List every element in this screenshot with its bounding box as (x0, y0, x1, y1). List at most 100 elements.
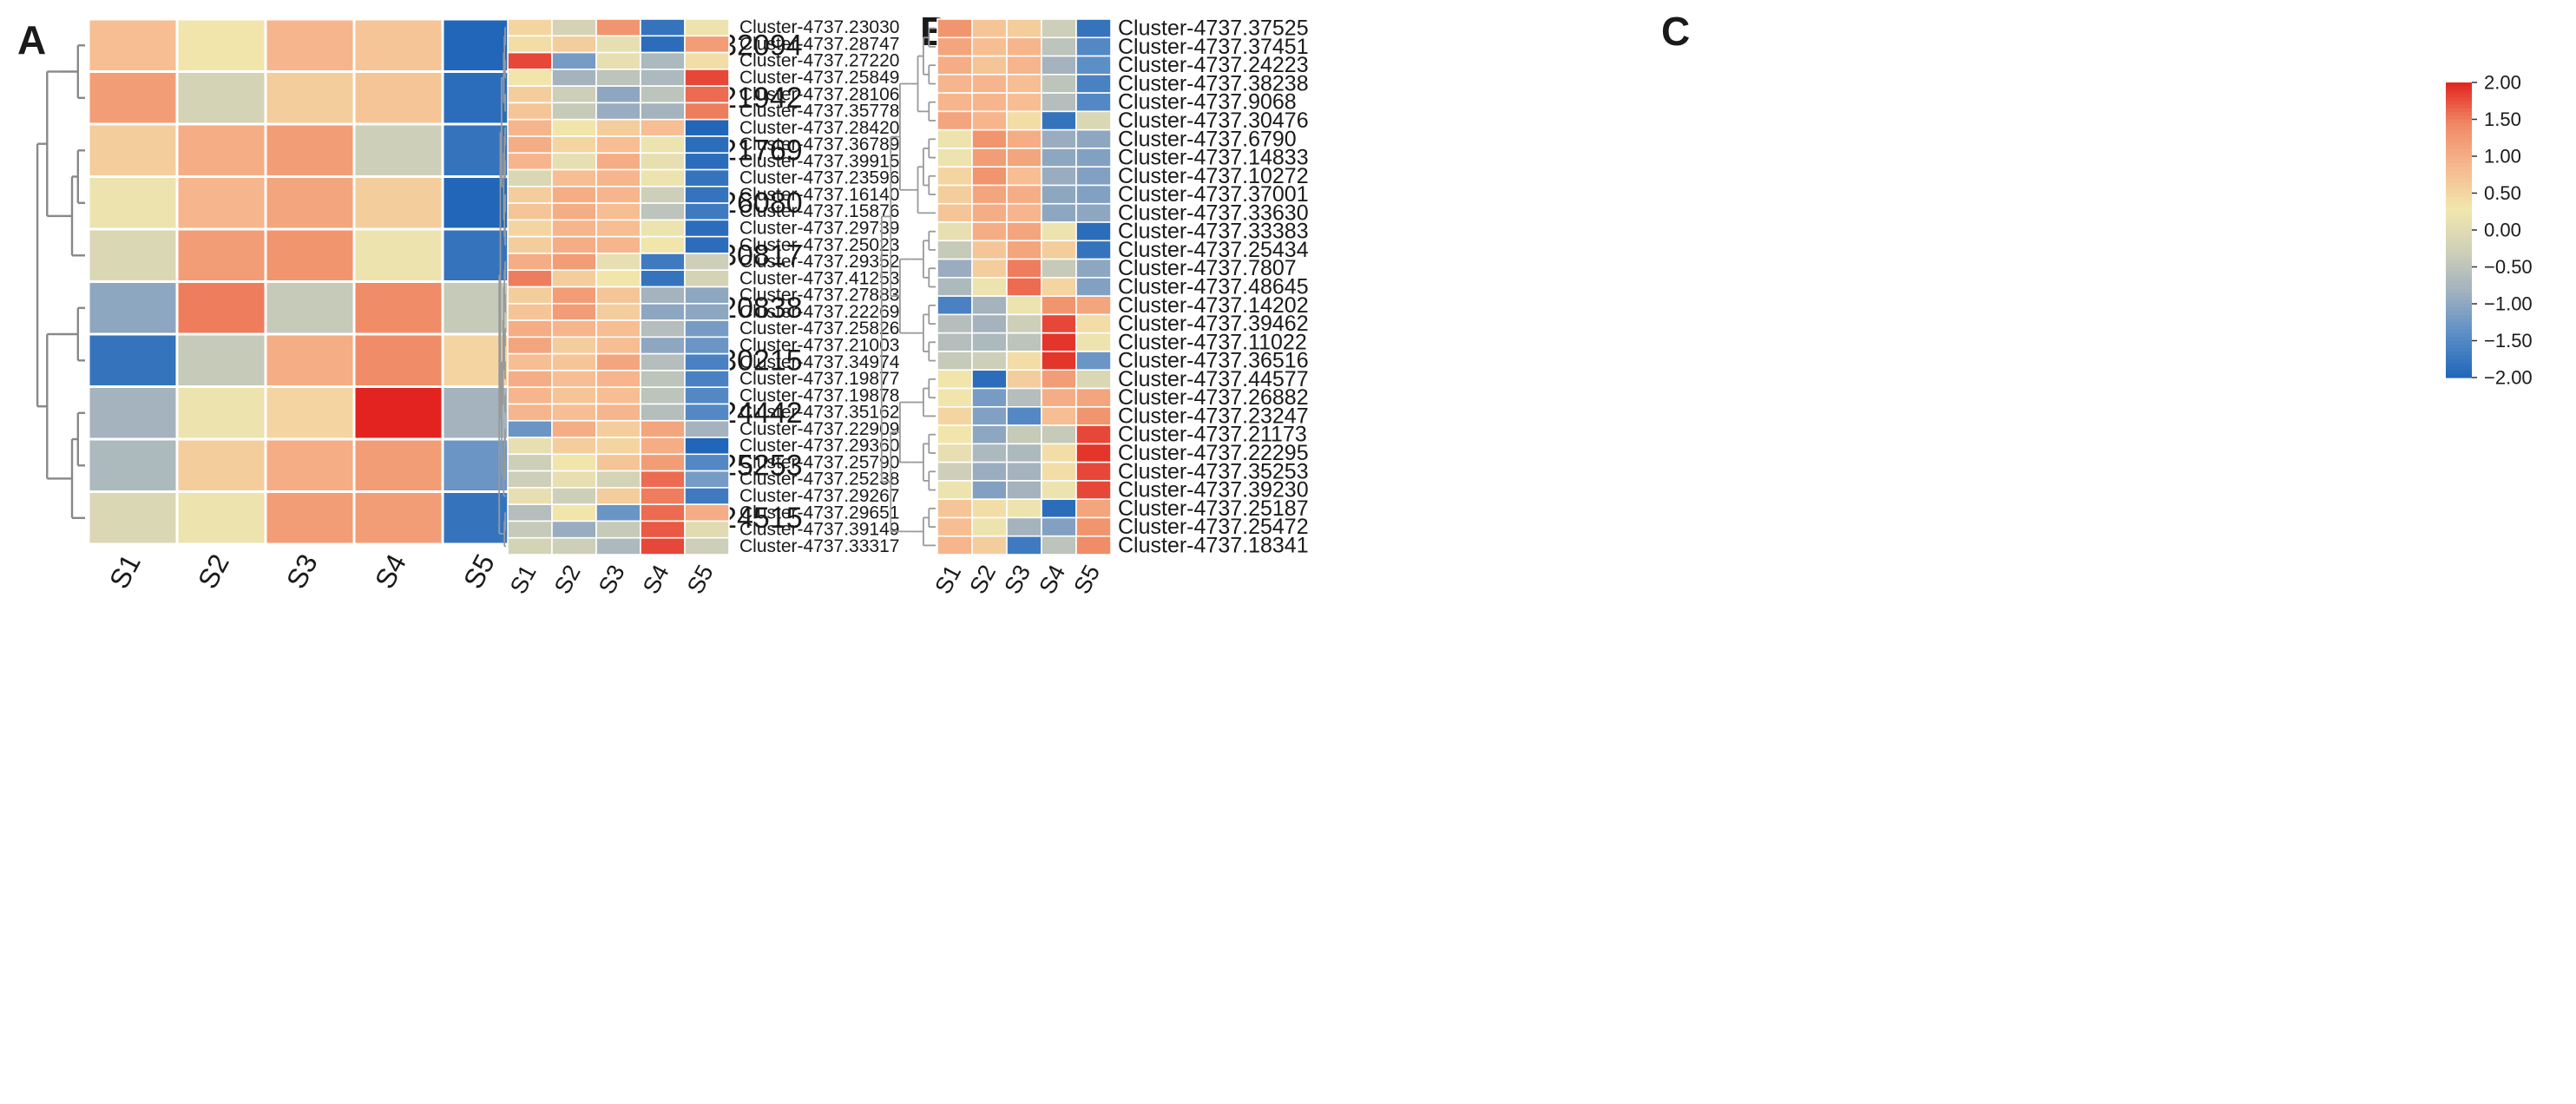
row-label: Cluster-4737.6790 (1118, 127, 1297, 151)
row-label: Cluster-4737.27883 (739, 286, 899, 306)
row-label: Cluster-4737.23596 (739, 168, 899, 188)
heatmap-cell (971, 480, 1008, 500)
heatmap-cell (264, 385, 356, 441)
heatmap-cell (1041, 128, 1077, 149)
heatmap-cell (595, 18, 641, 37)
row-label: Cluster-4737.10272 (1118, 164, 1309, 188)
heatmap-cell (507, 51, 553, 70)
heatmap-cell (936, 461, 973, 482)
heatmap-cell (595, 419, 641, 438)
heatmap-cell (1041, 36, 1077, 57)
heatmap-cell (595, 453, 641, 472)
heatmap-cell (971, 240, 1008, 260)
heatmap-cell (1041, 461, 1077, 482)
legend-gradient-step (2446, 322, 2472, 327)
heatmap-cell (640, 437, 686, 456)
heatmap-cell (640, 487, 686, 505)
row-label: Cluster-4737.30476 (1118, 108, 1309, 133)
heatmap-cell (87, 70, 179, 126)
heatmap-cell (87, 490, 179, 546)
heatmap-cell (971, 258, 1008, 279)
heatmap-cell (971, 387, 1008, 408)
heatmap-cell (352, 437, 444, 493)
heatmap-cell (1075, 516, 1112, 537)
row-label: Cluster-4737.14833 (1118, 146, 1309, 170)
row-label: Cluster-4737.35162 (739, 403, 899, 423)
heatmap-cell (1006, 405, 1042, 426)
heatmap-cell (507, 536, 553, 555)
heatmap-cell (551, 69, 597, 87)
heatmap-cell (175, 385, 267, 441)
heatmap-cell (595, 520, 641, 539)
heatmap-cell (1006, 258, 1042, 279)
heatmap-cell (507, 85, 553, 104)
heatmap-cell (507, 520, 553, 539)
row-label: Cluster-4737.34974 (739, 352, 900, 372)
heatmap-cell (971, 332, 1008, 352)
heatmap-cell (352, 175, 444, 231)
row-label: Cluster-4737.33317 (739, 536, 899, 556)
heatmap-cell (175, 70, 267, 126)
heatmap-cell (640, 370, 686, 388)
legend-gradient-step (2446, 130, 2472, 135)
legend-gradient-step (2446, 311, 2472, 316)
legend-gradient-step (2446, 112, 2472, 116)
legend-gradient-step (2446, 278, 2472, 283)
heatmap-cell (1075, 351, 1112, 371)
heatmap-cell (936, 424, 973, 445)
heatmap-cell (264, 490, 356, 546)
heatmap-cell (936, 405, 973, 426)
heatmap-cell (1075, 498, 1112, 519)
legend-tick-label: 0.50 (2484, 182, 2521, 204)
row-label: Cluster-4737.38238 (1118, 71, 1309, 95)
heatmap-cell (87, 280, 179, 336)
heatmap-cell (264, 332, 356, 388)
heatmap-cell (640, 219, 686, 238)
heatmap-cell (1041, 443, 1077, 463)
heatmap-cell (684, 437, 730, 456)
heatmap-cell (684, 269, 730, 288)
row-label: Cluster-4737.25849 (739, 68, 899, 88)
heatmap-cell (640, 503, 686, 522)
legend-gradient-step (2446, 148, 2472, 154)
legend-tick-label: 2.00 (2484, 72, 2521, 94)
heatmap-cell (1006, 240, 1042, 260)
heatmap-cell (1075, 36, 1112, 57)
row-label: Cluster-4737.33630 (1118, 200, 1309, 225)
heatmap-cell (1006, 332, 1042, 352)
legend-tick-label: 1.00 (2484, 146, 2521, 168)
heatmap-cell (971, 128, 1008, 149)
row-label: Cluster-4737.29360 (739, 436, 899, 456)
heatmap-cell (595, 219, 641, 238)
heatmap-cell (507, 403, 553, 422)
legend-gradient-step (2446, 304, 2472, 308)
legend-gradient-step (2446, 119, 2472, 124)
heatmap-cell (640, 336, 686, 355)
heatmap-cell (1075, 166, 1112, 187)
heatmap-cell (936, 498, 973, 519)
heatmap-cell (595, 186, 641, 204)
heatmap-cell (1075, 332, 1112, 352)
row-label: Cluster-4737.22909 (739, 419, 899, 439)
heatmap-cell (936, 202, 973, 223)
heatmap-cell (352, 17, 444, 73)
row-label: Cluster-4737.41253 (739, 268, 899, 288)
heatmap-cell (936, 128, 973, 149)
heatmap-cell (551, 419, 597, 438)
heatmap-cell (551, 202, 597, 221)
row-label: Cluster-4737.9068 (1118, 90, 1297, 115)
heatmap-cell (640, 319, 686, 338)
legend-gradient-step (2446, 156, 2472, 161)
legend-gradient-step (2446, 137, 2472, 142)
heatmap-cell (1041, 277, 1077, 297)
legend-gradient-step (2446, 281, 2472, 286)
heatmap-cell (1041, 332, 1077, 352)
row-label: Cluster-4737.28106 (739, 84, 899, 104)
heatmap-cell (551, 302, 597, 321)
heatmap-cell (640, 536, 686, 555)
legend-gradient-step (2446, 171, 2472, 175)
legend-gradient-step (2446, 200, 2472, 205)
heatmap-cell (551, 152, 597, 171)
heatmap-cell (352, 70, 444, 126)
heatmap-cell (507, 118, 553, 137)
